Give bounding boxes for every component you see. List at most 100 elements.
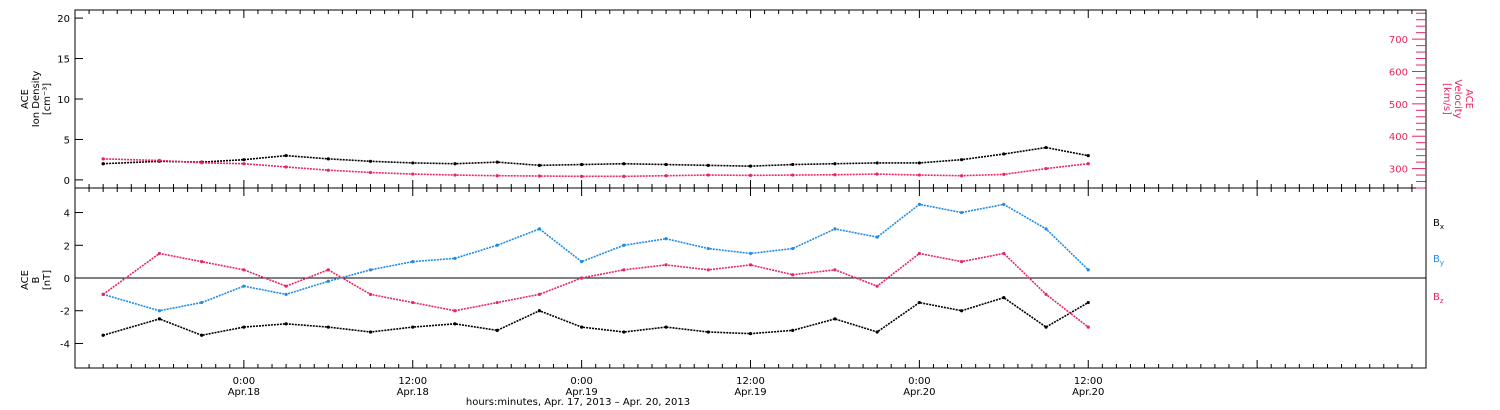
velocity-tick-label: 300 (1389, 165, 1408, 176)
by-point (368, 268, 373, 272)
bx-point (157, 317, 162, 321)
bz-point (791, 273, 795, 277)
velocity-point (326, 168, 330, 172)
by-point (917, 202, 921, 206)
bx-point (706, 330, 710, 334)
by-point (622, 243, 626, 247)
velocity-point (664, 174, 668, 178)
bz-point (917, 251, 921, 256)
by-point (537, 227, 542, 231)
velocity-point (1044, 166, 1048, 171)
bz-line (102, 252, 1089, 328)
density-point (917, 161, 921, 165)
by-point (411, 260, 415, 264)
by-point (453, 256, 457, 260)
velocity-point (580, 174, 584, 178)
density-point (959, 158, 964, 162)
density-point (537, 163, 542, 167)
b-tick-label: 0 (64, 274, 70, 285)
velocity-tick-label: 500 (1389, 100, 1408, 111)
by-point (748, 251, 753, 256)
bx-point (101, 333, 105, 337)
bz-point (326, 268, 330, 272)
b-ylabel-line1: ACE (20, 270, 31, 290)
velocity-tick-label: 400 (1389, 132, 1408, 143)
legend-bx: Bx (1433, 218, 1444, 231)
density-point (748, 164, 753, 168)
velocity-ylabel: ACE Velocity [km/s] (1441, 79, 1474, 118)
time-tick-label: 0:00 (908, 376, 930, 387)
velocity-point (411, 172, 415, 176)
bx-point (959, 309, 964, 313)
b-ylabel-line3: [nT] (42, 270, 53, 290)
legend-by: By (1433, 254, 1444, 267)
by-point (664, 237, 668, 241)
top-panel-frame (74, 9, 1427, 189)
velocity-tick-label: 700 (1389, 35, 1408, 46)
by-point (157, 309, 162, 313)
bz-point (411, 300, 415, 305)
bz-point (1002, 251, 1006, 256)
velocity-point (1002, 172, 1006, 177)
by-point (495, 243, 499, 247)
bx-point (537, 309, 542, 313)
by-line (102, 203, 1089, 312)
velocity-point (791, 173, 795, 177)
velocity-point (833, 173, 837, 177)
bz-point (495, 300, 499, 305)
density-ylabel-line3: [cm⁻³] (42, 83, 53, 115)
time-tick-label: 12:00 (398, 376, 427, 387)
by-point (959, 210, 964, 215)
density-tick-label: 20 (57, 14, 70, 25)
bx-point (368, 330, 373, 334)
density-point (833, 162, 837, 166)
by-point (200, 300, 204, 305)
bx-point (284, 322, 288, 326)
velocity-point (284, 165, 288, 169)
date-tick-label: Apr.20 (1072, 387, 1104, 398)
date-tick-label: Apr.18 (228, 387, 260, 398)
bx-point (453, 322, 457, 326)
bz-point (748, 263, 753, 267)
density-tick-label: 10 (57, 95, 70, 106)
legend-bz: Bz (1433, 292, 1444, 305)
velocity-point (157, 158, 162, 163)
velocity-point (875, 172, 879, 176)
density-point (580, 162, 584, 167)
by-point (242, 284, 246, 288)
date-tick-label: Apr.19 (565, 387, 597, 398)
bx-point (664, 325, 668, 329)
density-point (791, 162, 795, 167)
date-tick-label: Apr.18 (397, 387, 429, 398)
bz-point (664, 263, 668, 267)
bz-point (101, 292, 105, 296)
density-ylabel-line1: ACE (20, 89, 31, 109)
density-point (411, 161, 415, 165)
b-axis: -4 -2 0 2 4 (60, 209, 83, 350)
bx-line (102, 296, 1089, 337)
bz-point (157, 251, 162, 256)
density-point (1044, 145, 1048, 150)
density-tick-label: 15 (57, 55, 70, 66)
density-axis: 0 5 10 15 20 (57, 14, 83, 187)
density-point (664, 162, 668, 167)
density-point (1086, 154, 1090, 158)
density-point (368, 159, 373, 163)
date-tick-label: Apr.20 (903, 387, 935, 398)
density-ylabel-line2: Ion Density (31, 71, 42, 128)
time-tick-label: 12:00 (1074, 376, 1103, 387)
bx-point (242, 325, 246, 329)
b-field-series (101, 202, 1090, 337)
by-point (284, 292, 288, 296)
bx-point (326, 325, 330, 329)
bz-point (368, 292, 373, 296)
by-point (833, 227, 837, 231)
velocity-point (748, 173, 753, 177)
time-axis: 0:00Apr.1812:00Apr.180:00Apr.1912:00Apr.… (74, 10, 1427, 398)
bx-point (791, 328, 795, 332)
bz-point (537, 292, 542, 296)
bz-point (875, 284, 879, 288)
density-velocity-series (101, 145, 1090, 178)
b-ylabel: ACE B [nT] (20, 270, 53, 290)
velocity-point (1086, 162, 1090, 166)
